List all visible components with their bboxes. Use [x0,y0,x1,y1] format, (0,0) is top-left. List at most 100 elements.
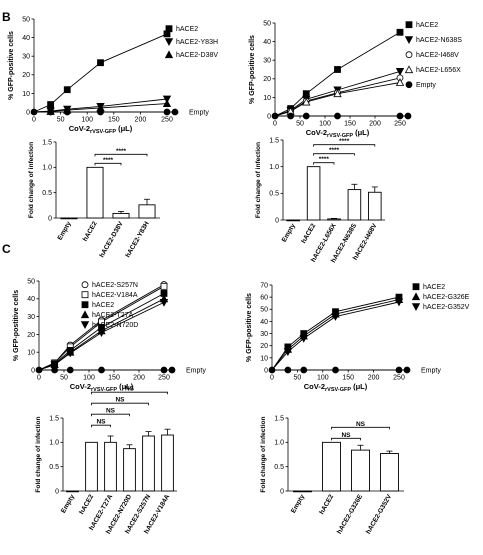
x-tick-label: 250 [394,121,406,128]
legend-label: hACE2-L656X [416,67,461,74]
y-axis-label: % GFP-positive cells [246,293,253,362]
y-tick-label: 20 [27,332,35,339]
category-label: Empty [281,222,297,243]
data-point [283,348,293,357]
x-axis-label-unit: (μL) [353,128,370,137]
y-tick-label: 50 [260,307,268,314]
data-point [160,366,168,374]
y-tick-label: 20 [22,72,30,79]
significance-label: **** [339,138,350,145]
series-hace2-g352v [271,298,404,371]
x-tick-label: 250 [393,375,405,382]
data-point [394,298,404,307]
category-label: hACE2 [78,493,95,516]
legend-marker [405,21,413,29]
x-axis-label: CoV-2rVSV-GFP (μL) [70,382,134,393]
bar [86,166,104,219]
significance-label: NS [356,421,366,428]
x-axis-label-sub: rVSV-GFP [91,387,117,393]
x-axis-label-main: CoV-2 [304,382,325,391]
significance-bracket [91,424,111,428]
x-axis-label-unit: (μL) [116,124,133,133]
y-tick-label: 50 [263,20,271,27]
significance-bracket [94,162,122,166]
data-point [171,108,179,116]
legend-marker [404,65,414,74]
data-point [404,112,412,120]
x-axis-label-sub: rVSV-GFP [325,387,351,393]
x-tick-label: 200 [368,375,380,382]
category-label: hACE2-Y83H [125,220,151,259]
data-point [334,112,341,120]
legend-label: Empty [186,368,206,375]
y-tick-label: 1.5 [274,415,284,422]
data-point [66,366,74,374]
y-tick-label: 1.0 [42,165,52,172]
x-tick-label: 100 [319,121,331,128]
data-point [63,86,71,94]
legend-marker [412,283,420,291]
category-label: hACE2-G326E [336,493,365,535]
data-point [302,112,310,120]
legend-label: hACE2 [92,302,114,309]
significance-bracket [313,144,376,147]
y-tick-label: 0 [264,367,268,374]
legend-marker [404,36,414,45]
x-tick-label: 250 [158,375,170,382]
bar [351,449,370,492]
y-tick-label: 0 [280,488,284,495]
significance-label: **** [103,157,114,164]
legend-marker [80,310,90,319]
x-tick-label: 50 [296,121,304,128]
x-axis-label-sub: rVSV-GFP [90,129,116,135]
data-point [334,66,341,73]
bar [85,441,98,492]
bar [293,490,312,493]
category-label: hACE2 [318,493,335,516]
legend-label: Empty [421,368,441,375]
y-tick-label: 0 [267,113,271,120]
y-tick-label: 0.5 [42,190,52,197]
y-tick-label: 0.5 [269,191,279,198]
y-tick-label: 40 [22,35,30,42]
data-point [333,89,342,98]
category-label: hACE2-D38V [99,220,126,259]
bar [306,166,321,221]
legend-label: hACE2-V184A [92,292,138,299]
x-tick-label: 0 [32,117,36,124]
x-tick-label: 100 [81,117,93,124]
x-tick-label: 200 [369,121,381,128]
data-point [66,349,75,358]
bar [66,490,79,493]
y-tick-label: 0 [275,217,279,224]
y-tick-label: 1.5 [49,415,59,422]
x-axis-label: CoV-2rVSV-GFP (μL) [304,382,368,393]
x-tick-label: 50 [57,117,65,124]
series-empty [30,108,179,116]
y-tick-label: 30 [22,54,30,61]
significance-label: **** [319,156,330,163]
series-empty [271,112,412,120]
x-axis-label-unit: (μL) [351,382,368,391]
legend-label: hACE2-D38V [176,52,218,59]
y-tick-label: 40 [260,319,268,326]
significance-label: NS [341,432,351,439]
significance-bracket [91,391,168,395]
y-tick-label: 30 [27,314,35,321]
series-empty [35,366,176,374]
category-label: Empty [290,493,306,514]
x-axis-label-main: CoV-2 [306,128,327,137]
legend-label: hACE2-Y83H [176,39,218,46]
legend-marker [80,321,90,330]
significance-label: NS [115,397,125,404]
data-point [160,282,168,290]
category-label: hACE2-G352V [365,493,394,535]
y-tick-label: 10 [260,355,268,362]
y-axis-label: Fold change of infection [28,142,35,218]
x-axis-label: CoV-2rVSV-GFP (μL) [306,128,370,139]
data-point [302,97,311,106]
series-line [274,31,401,117]
legend-marker [81,291,89,299]
